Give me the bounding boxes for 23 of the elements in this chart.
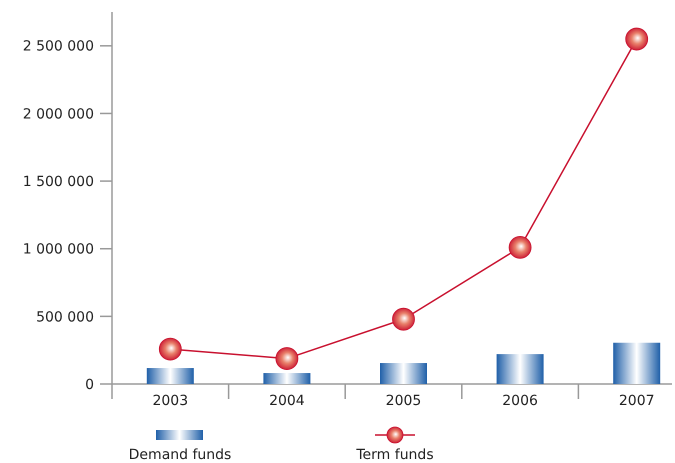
y-tick-label: 1 500 000 <box>22 174 94 190</box>
bar <box>146 368 194 384</box>
y-tick-label: 0 <box>85 376 94 393</box>
point <box>508 236 532 259</box>
point <box>276 347 298 370</box>
x-tick-label: 2003 <box>152 393 188 409</box>
legend-label: Demand funds <box>128 447 232 463</box>
x-tick-label: 2005 <box>386 393 422 409</box>
y-tick-label: 1 000 000 <box>22 242 94 258</box>
x-tick-label: 2007 <box>618 393 655 409</box>
bar <box>380 363 427 384</box>
point <box>158 338 182 360</box>
bar <box>613 342 660 384</box>
y-tick-label: 500 000 <box>36 309 94 326</box>
bar <box>263 373 310 384</box>
point <box>625 28 648 50</box>
x-tick-label: 2006 <box>502 393 538 409</box>
x-tick-label: 2004 <box>269 393 305 409</box>
legend-label: Term funds <box>355 447 434 463</box>
y-tick-label: 2 000 000 <box>22 106 94 122</box>
bar <box>496 354 544 384</box>
y-tick-label: 2 500 000 <box>22 38 94 55</box>
point <box>392 308 415 331</box>
